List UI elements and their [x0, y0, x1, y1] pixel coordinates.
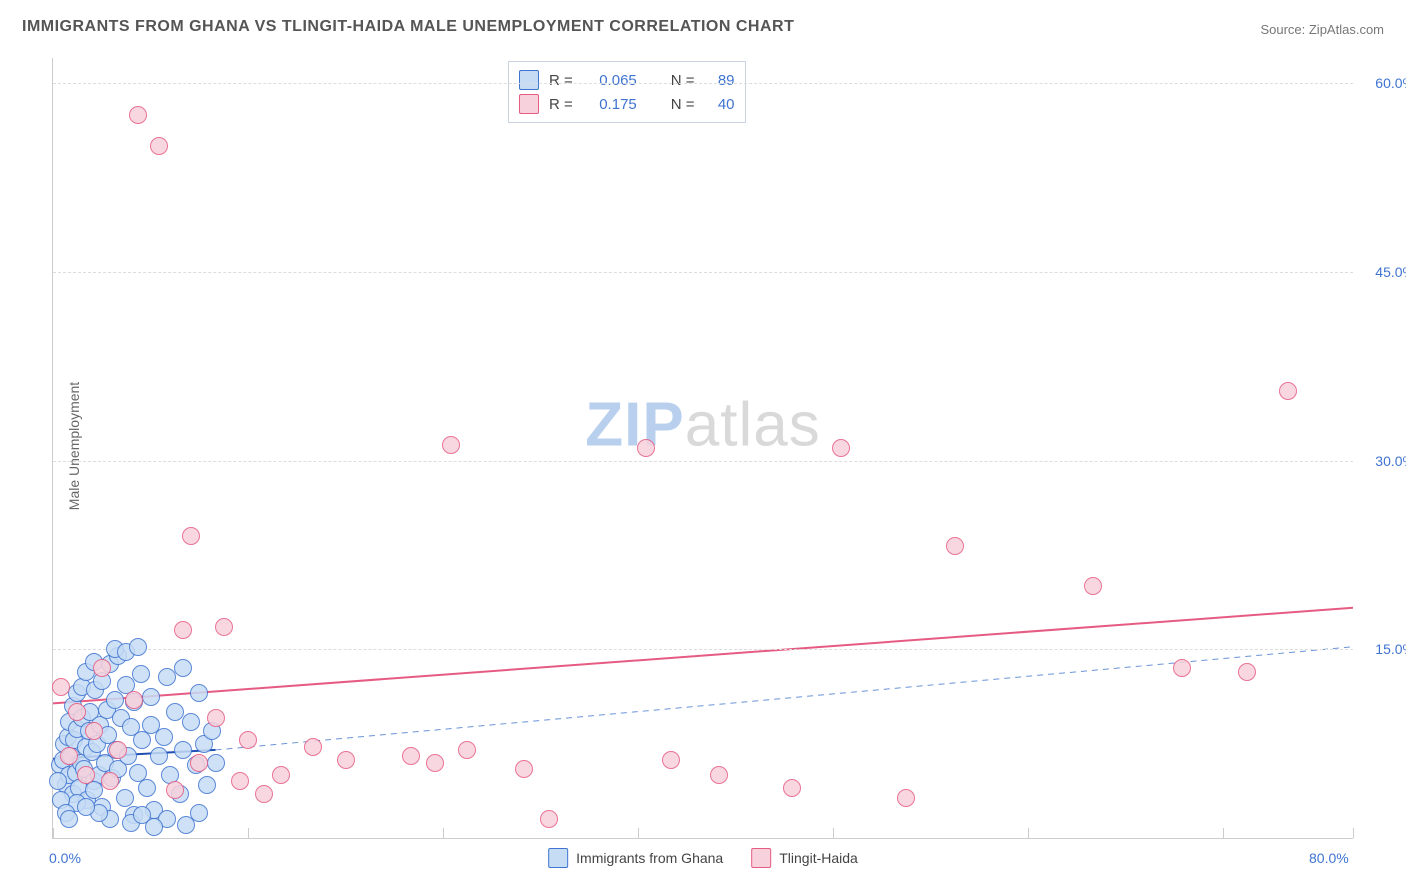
- gridline-h: [53, 83, 1353, 84]
- chart-plot-area: ZIPatlas R =0.065N =89R =0.175N =40 Immi…: [52, 58, 1353, 839]
- data-point-tlingit: [540, 810, 558, 828]
- x-tick-label: 80.0%: [1309, 850, 1349, 866]
- data-point-ghana: [150, 747, 168, 765]
- data-point-tlingit: [129, 106, 147, 124]
- data-point-tlingit: [426, 754, 444, 772]
- data-point-tlingit: [337, 751, 355, 769]
- data-point-tlingit: [515, 760, 533, 778]
- data-point-ghana: [166, 703, 184, 721]
- data-point-tlingit: [402, 747, 420, 765]
- legend-item: Tlingit-Haida: [751, 848, 858, 868]
- data-point-tlingit: [255, 785, 273, 803]
- data-point-ghana: [174, 741, 192, 759]
- data-point-ghana: [129, 638, 147, 656]
- data-point-ghana: [190, 804, 208, 822]
- data-point-tlingit: [239, 731, 257, 749]
- data-point-tlingit: [1084, 577, 1102, 595]
- data-point-tlingit: [60, 747, 78, 765]
- data-point-ghana: [174, 659, 192, 677]
- data-point-tlingit: [182, 527, 200, 545]
- gridline-h: [53, 272, 1353, 273]
- y-tick-label: 60.0%: [1359, 75, 1406, 91]
- data-point-ghana: [106, 691, 124, 709]
- x-tick-label: 0.0%: [49, 850, 81, 866]
- swatch-icon: [548, 848, 568, 868]
- data-point-tlingit: [77, 766, 95, 784]
- data-point-tlingit: [125, 691, 143, 709]
- data-point-ghana: [207, 754, 225, 772]
- data-point-ghana: [190, 684, 208, 702]
- legend-item: Immigrants from Ghana: [548, 848, 723, 868]
- x-tick: [833, 828, 834, 838]
- data-point-tlingit: [662, 751, 680, 769]
- data-point-tlingit: [174, 621, 192, 639]
- trend-lines: [53, 58, 1353, 838]
- data-point-tlingit: [207, 709, 225, 727]
- data-point-ghana: [77, 798, 95, 816]
- data-point-tlingit: [85, 722, 103, 740]
- data-point-tlingit: [1173, 659, 1191, 677]
- data-point-tlingit: [150, 137, 168, 155]
- gridline-h: [53, 461, 1353, 462]
- data-point-ghana: [145, 818, 163, 836]
- data-point-tlingit: [190, 754, 208, 772]
- data-point-tlingit: [166, 781, 184, 799]
- data-point-ghana: [132, 665, 150, 683]
- data-point-tlingit: [637, 439, 655, 457]
- data-point-tlingit: [946, 537, 964, 555]
- data-point-tlingit: [832, 439, 850, 457]
- legend-label: Immigrants from Ghana: [576, 850, 723, 866]
- x-tick: [248, 828, 249, 838]
- data-point-tlingit: [304, 738, 322, 756]
- data-point-tlingit: [101, 772, 119, 790]
- x-tick: [443, 828, 444, 838]
- data-point-tlingit: [272, 766, 290, 784]
- legend: Immigrants from Ghana Tlingit-Haida: [548, 848, 858, 868]
- x-tick: [1353, 828, 1354, 838]
- x-tick: [53, 828, 54, 838]
- data-point-ghana: [155, 728, 173, 746]
- y-tick-label: 15.0%: [1359, 641, 1406, 657]
- data-point-tlingit: [68, 703, 86, 721]
- data-point-tlingit: [231, 772, 249, 790]
- data-point-tlingit: [442, 436, 460, 454]
- data-point-ghana: [182, 713, 200, 731]
- data-point-tlingit: [710, 766, 728, 784]
- y-tick-label: 45.0%: [1359, 264, 1406, 280]
- data-point-ghana: [116, 789, 134, 807]
- data-point-tlingit: [52, 678, 70, 696]
- data-point-tlingit: [458, 741, 476, 759]
- x-tick: [1223, 828, 1224, 838]
- data-point-ghana: [49, 772, 67, 790]
- data-point-tlingit: [1279, 382, 1297, 400]
- legend-label: Tlingit-Haida: [779, 850, 858, 866]
- data-point-tlingit: [215, 618, 233, 636]
- data-point-ghana: [142, 688, 160, 706]
- data-point-tlingit: [783, 779, 801, 797]
- data-point-tlingit: [109, 741, 127, 759]
- data-point-ghana: [138, 779, 156, 797]
- data-point-ghana: [158, 668, 176, 686]
- source-label: Source: ZipAtlas.com: [1260, 22, 1384, 37]
- y-tick-label: 30.0%: [1359, 453, 1406, 469]
- swatch-icon: [751, 848, 771, 868]
- data-point-tlingit: [93, 659, 111, 677]
- x-tick: [1028, 828, 1029, 838]
- data-point-ghana: [60, 810, 78, 828]
- data-point-ghana: [198, 776, 216, 794]
- data-point-tlingit: [1238, 663, 1256, 681]
- data-point-tlingit: [897, 789, 915, 807]
- chart-title: IMMIGRANTS FROM GHANA VS TLINGIT-HAIDA M…: [22, 18, 794, 36]
- x-tick: [638, 828, 639, 838]
- gridline-h: [53, 649, 1353, 650]
